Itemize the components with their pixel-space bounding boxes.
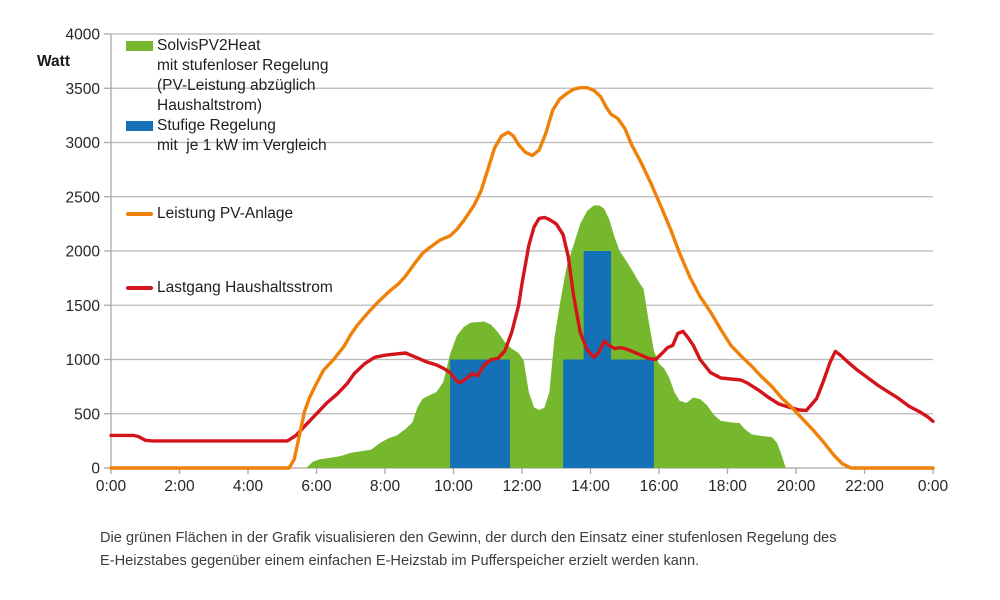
caption-line: E-Heizstabes gegenüber einem einfachen E… — [100, 552, 700, 569]
y-tick-label: 1500 — [66, 298, 101, 315]
legend-label: Stufige Regelung mit je 1 kW im Vergleich — [157, 116, 327, 156]
stufige-regelung-bar — [583, 251, 612, 468]
legend-label-line: Stufige Regelung — [157, 117, 276, 134]
x-tick-label: 6:00 — [301, 478, 332, 495]
y-tick-label: 500 — [74, 406, 100, 423]
legend-label-line: mit stufenloser Regelung — [157, 57, 329, 74]
legend-label-line: Lastgang Haushaltsstrom — [157, 279, 333, 296]
x-tick-label: 4:00 — [233, 478, 264, 495]
x-tick-label: 14:00 — [571, 478, 610, 495]
x-tick-label: 16:00 — [640, 478, 679, 495]
legend-label-line: Haushaltstrom) — [157, 97, 263, 114]
chart-plot-area: 0 500 1000 1500 2000 2500 3000 3500 4000 Watt 0:00… — [37, 27, 949, 496]
x-tick-label: 2:00 — [164, 478, 195, 495]
y-axis-labels: 0 500 1000 1500 2000 2500 3000 3500 4000 Watt — [37, 27, 100, 478]
x-tick-label: 20:00 — [777, 478, 816, 495]
leistung-pv-anlage-line — [109, 86, 935, 470]
legend-swatch-orange-line — [126, 212, 153, 216]
y-tick-label: 0 — [91, 461, 100, 478]
y-tick-label: 1000 — [66, 352, 101, 369]
y-tick-label: 2500 — [66, 189, 101, 206]
legend-label: Lastgang Haushaltsstrom — [157, 278, 333, 298]
gridlines — [111, 33, 933, 415]
y-tick-label: 2000 — [66, 244, 101, 261]
stufige-regelung-bar — [450, 359, 511, 468]
y-axis-unit-label: Watt — [37, 53, 70, 70]
x-tick-label: 0:00 — [918, 478, 949, 495]
legend-label-line: Leistung PV-Anlage — [157, 205, 294, 222]
x-axis-labels: 0:00 2:00 4:00 6:00 8:00 10:00 12:00 14:00 16:00… — [96, 478, 949, 495]
legend-swatch-green-area — [126, 41, 153, 51]
chart-legend: SolvisPV2Heat mit stufenloser Regelung (PV… — [126, 36, 456, 298]
y-tick-label: 3000 — [66, 135, 101, 152]
x-tick-label: 22:00 — [845, 478, 884, 495]
legend-label: Leistung PV-Anlage — [157, 204, 293, 224]
caption: Die grünen Flächen in der Grafik visuali… — [100, 527, 945, 572]
x-tick-label: 18:00 — [708, 478, 747, 495]
legend-entry: Stufige Regelung mit je 1 kW im Vergleich — [126, 116, 456, 156]
y-tick-label: 3500 — [66, 81, 101, 98]
legend-swatch-blue-bars — [126, 121, 153, 131]
legend-entry: SolvisPV2Heat mit stufenloser Regelung (PV… — [126, 36, 456, 116]
legend-label-line: SolvisPV2Heat — [157, 37, 261, 54]
pv2heat-area — [306, 205, 786, 468]
x-tick-label: 8:00 — [370, 478, 401, 495]
stufige-regelung-bars — [450, 251, 654, 468]
x-tick-label: 12:00 — [503, 478, 542, 495]
legend-entry: Leistung PV-Anlage — [126, 204, 456, 224]
legend-swatch-red-line — [126, 286, 153, 290]
legend-label-line: mit je 1 kW im Vergleich — [157, 137, 327, 154]
legend-entry: Lastgang Haushaltsstrom — [126, 278, 456, 298]
legend-label: SolvisPV2Heat mit stufenloser Regelung (PV… — [157, 36, 328, 116]
y-tick-label: 4000 — [66, 27, 101, 44]
x-tick-label: 10:00 — [434, 478, 473, 495]
caption-line: Die grünen Flächen in der Grafik visuali… — [100, 530, 837, 546]
x-tick-label: 0:00 — [96, 478, 127, 495]
lastgang-haushaltsstrom-line — [109, 215, 935, 443]
legend-label-line: (PV-Leistung abzüglich — [157, 77, 316, 94]
